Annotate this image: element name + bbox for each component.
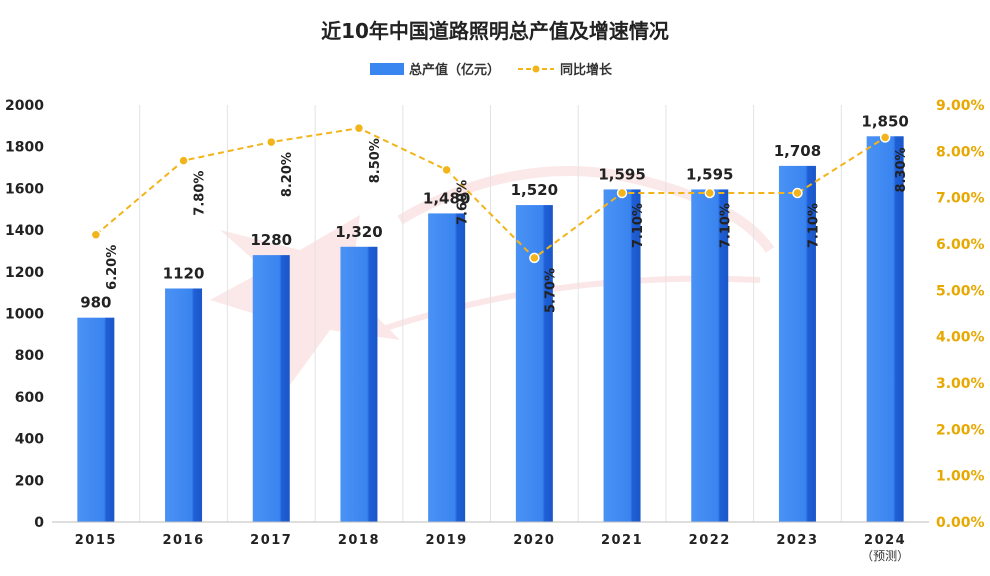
growth-point xyxy=(704,187,715,199)
bar-data-label: 1,595 xyxy=(686,165,733,183)
growth-data-label: 7.10% xyxy=(719,203,734,248)
y-left-tick-label: 1800 xyxy=(5,140,44,156)
chart-title: 近10年中国道路照明总产值及增速情况 xyxy=(321,19,669,43)
x-tick-label: 2024 xyxy=(864,533,906,548)
y-right-tick-label: 7.00% xyxy=(936,191,985,207)
growth-data-label: 7.10% xyxy=(631,203,646,248)
growth-data-label: 7.80% xyxy=(193,171,208,216)
x-tick-label: 2021 xyxy=(601,533,643,548)
legend: 总产值（亿元） 同比增长 xyxy=(370,62,613,78)
growth-data-label: 7.60% xyxy=(456,180,471,225)
bar xyxy=(691,189,729,522)
x-tick-note: （预测） xyxy=(861,549,909,563)
growth-point xyxy=(266,136,277,148)
growth-point xyxy=(178,155,189,166)
legend-swatch-bars xyxy=(370,63,404,75)
bar xyxy=(603,189,641,522)
grid xyxy=(139,105,842,522)
y-left-tick-label: 1000 xyxy=(5,307,44,323)
legend-item-bars: 总产值（亿元） xyxy=(370,62,500,78)
bar-data-label: 1,850 xyxy=(861,112,908,130)
x-tick-label: 2015 xyxy=(75,533,117,548)
bar-data-label: 1,520 xyxy=(511,181,558,199)
bar xyxy=(77,317,115,522)
growth-point xyxy=(792,187,803,199)
bar xyxy=(165,288,203,522)
bar xyxy=(866,136,904,522)
growth-data-label: 6.20% xyxy=(105,245,120,290)
bar xyxy=(252,255,290,522)
legend-swatch-marker xyxy=(532,65,540,73)
bar-data-label: 1280 xyxy=(250,231,292,249)
growth-point xyxy=(353,122,365,134)
bar xyxy=(778,165,816,522)
y-left-tick-label: 400 xyxy=(15,432,44,448)
y-right-tick-label: 3.00% xyxy=(936,376,985,392)
bar-data-label: 1,480 xyxy=(423,189,470,207)
x-tick-label: 2023 xyxy=(776,533,818,548)
growth-data-label: 8.30% xyxy=(894,147,909,192)
growth-line-path xyxy=(95,127,886,260)
growth-point xyxy=(529,252,540,264)
growth-data-label: 8.50% xyxy=(368,138,383,183)
bars: 980 1120 1280 1,320 1,480 1,520 1,595 1,595 1,70… xyxy=(77,112,909,523)
bar xyxy=(340,246,378,522)
legend-label-line: 同比增长 xyxy=(560,62,613,78)
y-left-tick-label: 1400 xyxy=(5,223,44,239)
y-right-tick-label: 0.00% xyxy=(936,515,985,531)
y-right-tick-label: 4.00% xyxy=(936,330,985,346)
y-right-tick-label: 5.00% xyxy=(936,283,985,299)
bar-data-label: 1,320 xyxy=(335,223,382,241)
y-left-tick-label: 1200 xyxy=(5,265,44,281)
bar-data-label: 1,708 xyxy=(774,142,821,160)
growth-data-label: 5.70% xyxy=(543,268,558,313)
bar-data-label: 980 xyxy=(80,294,111,312)
y-right-tick-label: 1.00% xyxy=(936,469,985,485)
y-left-tick-label: 600 xyxy=(15,390,44,406)
bar-data-label: 1,595 xyxy=(598,165,645,183)
x-tick-label: 2016 xyxy=(162,533,204,548)
axes: 0 200 400 600 800 1000 1200 1400 1600 1800 2000 0.0… xyxy=(5,98,985,563)
legend-item-line: 同比增长 xyxy=(518,62,613,78)
y-right-tick-label: 2.00% xyxy=(936,422,985,438)
x-tick-label: 2019 xyxy=(426,533,468,548)
y-left-tick-label: 800 xyxy=(15,348,44,364)
y-left-tick-label: 2000 xyxy=(5,98,44,114)
y-left-tick-label: 0 xyxy=(34,515,44,531)
y-right-tick-label: 9.00% xyxy=(936,98,985,114)
growth-data-label: 7.10% xyxy=(806,203,821,248)
y-right-tick-label: 6.00% xyxy=(936,237,985,253)
bar-data-label: 1120 xyxy=(163,264,205,282)
y-right-tick-label: 8.00% xyxy=(936,144,985,160)
x-tick-label: 2022 xyxy=(689,533,731,548)
growth-line: 6.20% 7.80% 8.20% 8.50% 7.60% 5.70% 7.10% 7.10%… xyxy=(90,122,909,313)
y-left-tick-label: 1600 xyxy=(5,181,44,197)
growth-data-label: 8.20% xyxy=(280,152,295,197)
growth-point xyxy=(879,132,891,143)
y-left-tick-label: 200 xyxy=(15,473,44,489)
x-tick-label: 2020 xyxy=(513,533,555,548)
legend-label-bars: 总产值（亿元） xyxy=(409,62,500,78)
growth-point xyxy=(90,229,102,240)
growth-point xyxy=(441,164,452,176)
x-tick-label: 2018 xyxy=(338,533,380,548)
bar xyxy=(428,213,466,523)
growth-point xyxy=(616,187,628,199)
x-tick-label: 2017 xyxy=(250,533,292,548)
bar xyxy=(515,205,553,522)
